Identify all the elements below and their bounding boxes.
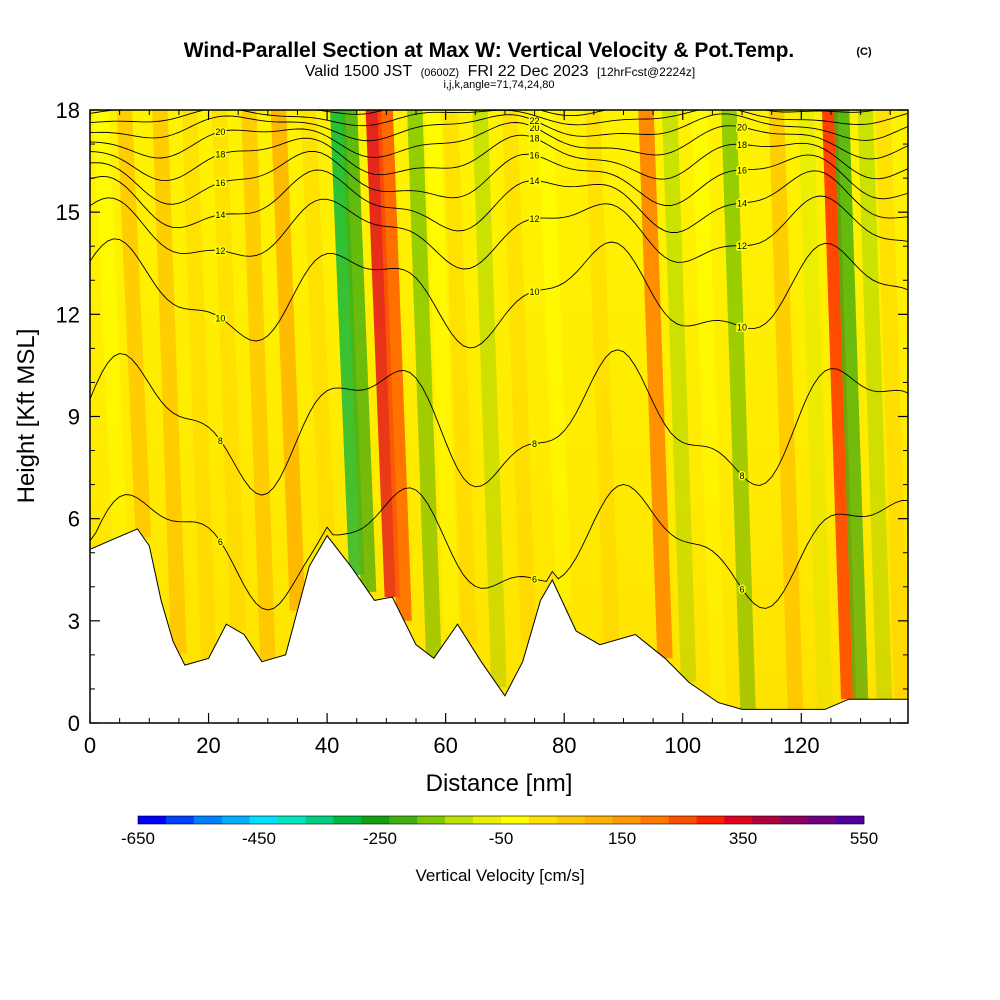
subtitle-forecast: [12hrFcst@2224z] — [597, 65, 695, 79]
theta-contour — [90, 484, 908, 611]
colorbar-swatch — [389, 816, 418, 824]
y-tick-label: 9 — [68, 405, 80, 430]
contour-label: 10 — [215, 313, 225, 323]
colorbar-frame — [137, 815, 865, 825]
x-tick-label: 0 — [84, 733, 96, 758]
theta-contour — [90, 169, 908, 233]
colorbar-swatch — [305, 816, 334, 824]
colorbar-tick-label: -50 — [489, 829, 514, 848]
contour-label: 18 — [215, 150, 225, 160]
colorbar-swatch — [640, 816, 669, 824]
x-tick-label: 100 — [664, 733, 701, 758]
theta-contour — [90, 122, 908, 160]
colorbar-swatch — [193, 816, 223, 824]
theta-contour — [90, 113, 908, 142]
colorbar-swatch — [473, 816, 502, 824]
contour-label: 22 — [530, 116, 540, 126]
contour-label: 14 — [215, 210, 225, 220]
colorbar-swatch — [696, 816, 725, 824]
y-tick-label: 12 — [56, 302, 80, 327]
subtitle-date: FRI 22 Dec 2023 — [468, 63, 589, 80]
colorbar-swatch — [724, 816, 753, 824]
chart-title-mark: (C) — [856, 46, 872, 58]
contour-label: 8 — [740, 471, 745, 481]
colorbar-tick-label: 550 — [850, 829, 878, 848]
contour-label: 10 — [737, 322, 747, 332]
colorbar-swatch — [445, 816, 474, 824]
colorbar-swatch — [836, 816, 865, 824]
y-tick-label: 15 — [56, 200, 80, 225]
colorbar-swatch — [528, 816, 558, 824]
colorbar-swatch — [780, 816, 809, 824]
contour-label: 6 — [218, 537, 223, 547]
theta-contour — [90, 349, 908, 496]
contour-label: 8 — [532, 439, 537, 449]
contour-label: 16 — [215, 178, 225, 188]
colorbar-swatch — [417, 816, 446, 824]
colorbar-swatch — [612, 816, 641, 824]
chart-title: Wind-Parallel Section at Max W: Vertical… — [184, 39, 795, 62]
y-tick-label: 3 — [68, 609, 80, 634]
contour-label: 18 — [737, 140, 747, 150]
colorbar-swatch — [584, 816, 613, 824]
colorbar-swatch — [333, 816, 362, 824]
colorbar-swatch — [221, 816, 250, 824]
theta-contour — [90, 150, 908, 206]
contour-label: 6 — [740, 584, 745, 594]
contour-label: 14 — [737, 199, 747, 209]
x-tick-label: 120 — [783, 733, 820, 758]
colorbar-tick-label: -650 — [121, 829, 155, 848]
contour-label: 12 — [530, 214, 540, 224]
colorbar-swatch — [249, 816, 278, 824]
colorbar-swatch — [138, 816, 167, 824]
colorbar-tick-label: -250 — [363, 829, 397, 848]
x-axis-label: Distance [nm] — [426, 770, 573, 797]
contour-label: 12 — [737, 241, 747, 251]
colorbar-tick-label: 150 — [608, 829, 636, 848]
contour-label: 16 — [737, 165, 747, 175]
colorbar-swatch — [277, 816, 306, 824]
y-tick-label: 0 — [68, 711, 80, 736]
contour-label: 16 — [530, 151, 540, 161]
contour-label: 10 — [530, 287, 540, 297]
colorbar-label: Vertical Velocity [cm/s] — [415, 866, 584, 885]
axes: 0 20 40 60 80 100 120 0 3 6 9 12 15 18 — [56, 98, 908, 758]
colorbar-swatch — [361, 816, 390, 824]
x-tick-label: 80 — [552, 733, 576, 758]
x-tick-label: 60 — [433, 733, 457, 758]
colorbar-swatch — [668, 816, 697, 824]
velocity-shading — [90, 110, 908, 723]
subtitle-utc: (0600Z) — [421, 67, 460, 79]
colorbar-tick-label: -450 — [242, 829, 276, 848]
contour-label: 8 — [218, 436, 223, 446]
x-tick-label: 40 — [315, 733, 339, 758]
contour-label: 20 — [215, 127, 225, 137]
y-tick-label: 18 — [56, 98, 80, 123]
chart-params: i,j,k,angle=71,74,24,80 — [443, 79, 554, 91]
colorbar-swatch — [165, 816, 195, 824]
colorbar: -650 -450 -250 -50 150 350 550 — [121, 815, 878, 848]
terrain — [90, 528, 908, 723]
colorbar-swatch — [501, 816, 530, 824]
contour-label: 6 — [532, 574, 537, 584]
colorbar-swatch — [808, 816, 837, 824]
colorbar-swatch — [556, 816, 586, 824]
theta-contour — [90, 238, 908, 349]
contour-label: 18 — [530, 134, 540, 144]
theta-contour — [90, 195, 908, 270]
contour-label: 14 — [530, 176, 540, 186]
theta-contour — [90, 134, 908, 182]
y-axis-label: Height [Kft MSL] — [13, 329, 40, 504]
x-tick-label: 20 — [196, 733, 220, 758]
colorbar-tick-label: 350 — [729, 829, 757, 848]
chart-subtitle: Valid 1500 JST (0600Z) FRI 22 Dec 2023 [… — [305, 63, 695, 80]
y-tick-label: 6 — [68, 507, 80, 532]
contour-label: 20 — [737, 123, 747, 133]
colorbar-swatch — [752, 816, 781, 824]
contour-label: 20 — [530, 123, 540, 133]
subtitle-valid: Valid 1500 JST — [305, 63, 413, 80]
contour-label: 12 — [215, 246, 225, 256]
